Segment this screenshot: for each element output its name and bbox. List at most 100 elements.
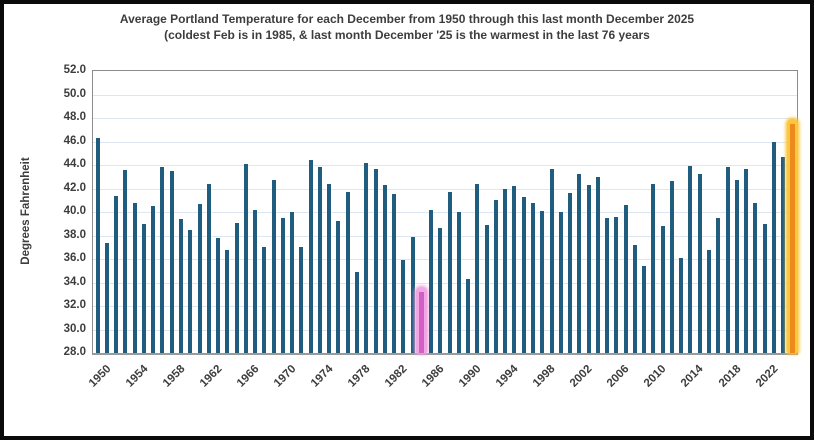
gridline-50 [93, 94, 797, 96]
gridline-36 [93, 259, 797, 260]
bar-1996 [521, 196, 526, 353]
bar-1954 [132, 202, 137, 353]
gridline-32 [93, 306, 797, 307]
x-tick-label-1954: 1954 [123, 363, 151, 390]
bar-1959 [179, 219, 183, 353]
bar-2012 [669, 181, 674, 353]
y-tick-label-48.0: 48.0 [63, 111, 86, 123]
bar-1991 [475, 183, 480, 353]
bar-2009 [642, 266, 647, 353]
chart-subtitle: (coldest Feb is in 1985, & last month De… [164, 28, 650, 42]
bar-2019 [734, 180, 739, 353]
y-tick-label-28.0: 28.0 [63, 346, 86, 358]
bar-2024 [781, 156, 786, 353]
bar-1964 [225, 249, 230, 353]
bar-2005 [605, 217, 610, 353]
bar-2016 [707, 249, 711, 353]
x-tick-label-1982: 1982 [382, 363, 410, 390]
bar-2018 [725, 167, 730, 353]
bar-2014 [688, 166, 693, 353]
bar-1994 [503, 188, 508, 353]
bar-2004 [595, 176, 600, 353]
x-tick-label-1986: 1986 [419, 363, 447, 390]
bar-2008 [632, 244, 637, 353]
y-tick-label-44.0: 44.0 [63, 158, 86, 170]
bar-1972 [299, 247, 304, 353]
y-tick-label-46.0: 46.0 [63, 134, 86, 147]
bar-1983 [401, 260, 406, 353]
x-tick-label-2018: 2018 [716, 363, 744, 390]
bar-1970 [280, 217, 285, 353]
bar-1963 [216, 237, 221, 353]
bar-2011 [660, 226, 665, 353]
bar-1984 [410, 236, 415, 353]
x-tick-label-1978: 1978 [345, 363, 373, 390]
x-tick-label-2022: 2022 [753, 363, 781, 390]
bar-1956 [151, 206, 156, 353]
bar-2010 [651, 183, 656, 353]
y-tick-label-38.0: 38.0 [63, 228, 86, 241]
bar-1950 [95, 137, 100, 353]
bar-1999 [549, 168, 554, 353]
y-tick-label-34.0: 34.0 [63, 275, 86, 288]
bar-1971 [290, 212, 295, 353]
y-tick-label-50.0: 50.0 [63, 87, 86, 100]
x-tick-label-1962: 1962 [197, 363, 225, 390]
bar-2006 [614, 216, 619, 353]
bar-2017 [716, 217, 721, 353]
bar-2015 [697, 174, 702, 353]
bar-1985 [419, 291, 425, 353]
bar-1990 [466, 278, 471, 353]
chart-title-block: Average Portland Temperature for each De… [4, 11, 810, 43]
x-tick-label-1990: 1990 [457, 363, 484, 390]
plot-area [92, 70, 798, 355]
bar-1992 [484, 224, 489, 353]
bar-1986 [429, 209, 434, 353]
bar-1974 [317, 167, 322, 353]
bar-1988 [447, 192, 452, 353]
bar-1987 [438, 228, 443, 353]
bar-1973 [308, 160, 313, 353]
bar-2022 [762, 223, 767, 353]
x-tick-label-1974: 1974 [308, 363, 336, 390]
bar-1997 [531, 202, 535, 353]
bar-1965 [234, 222, 239, 353]
bar-1961 [197, 203, 202, 353]
bar-1953 [123, 169, 128, 353]
bar-1957 [160, 167, 165, 353]
x-tick-label-1970: 1970 [271, 363, 299, 390]
bar-2023 [771, 141, 776, 353]
gridline-34 [93, 282, 797, 284]
bar-1969 [271, 180, 276, 353]
x-tick-label-2010: 2010 [642, 363, 669, 390]
x-tick-label-1958: 1958 [160, 363, 188, 390]
y-tick-label-42.0: 42.0 [63, 181, 86, 194]
y-tick-label-52.0: 52.0 [63, 64, 86, 76]
bar-1951 [104, 242, 109, 353]
x-tick-label-1966: 1966 [234, 363, 262, 390]
bar-1962 [206, 183, 211, 353]
bar-1995 [512, 186, 517, 353]
bar-1998 [540, 210, 545, 353]
bar-1979 [364, 162, 369, 353]
bar-1982 [392, 194, 397, 353]
bar-1968 [262, 247, 267, 353]
y-axis-title: Degrees Fahrenheit [20, 157, 32, 265]
bar-1966 [243, 163, 248, 353]
bar-2007 [623, 204, 628, 353]
bar-1980 [373, 168, 378, 353]
x-tick-label-1950: 1950 [86, 363, 114, 390]
bar-2000 [558, 212, 563, 353]
bar-1993 [493, 200, 498, 353]
gridline-40 [93, 212, 797, 213]
bar-2001 [568, 193, 573, 353]
bar-2003 [586, 184, 591, 353]
x-tick-label-2006: 2006 [605, 363, 632, 390]
y-tick-label-32.0: 32.0 [63, 299, 86, 311]
gridline-42 [93, 188, 797, 190]
x-tick-label-1994: 1994 [494, 363, 521, 390]
bar-1977 [345, 192, 350, 353]
gridline-30 [93, 329, 797, 331]
bar-1967 [253, 209, 258, 353]
